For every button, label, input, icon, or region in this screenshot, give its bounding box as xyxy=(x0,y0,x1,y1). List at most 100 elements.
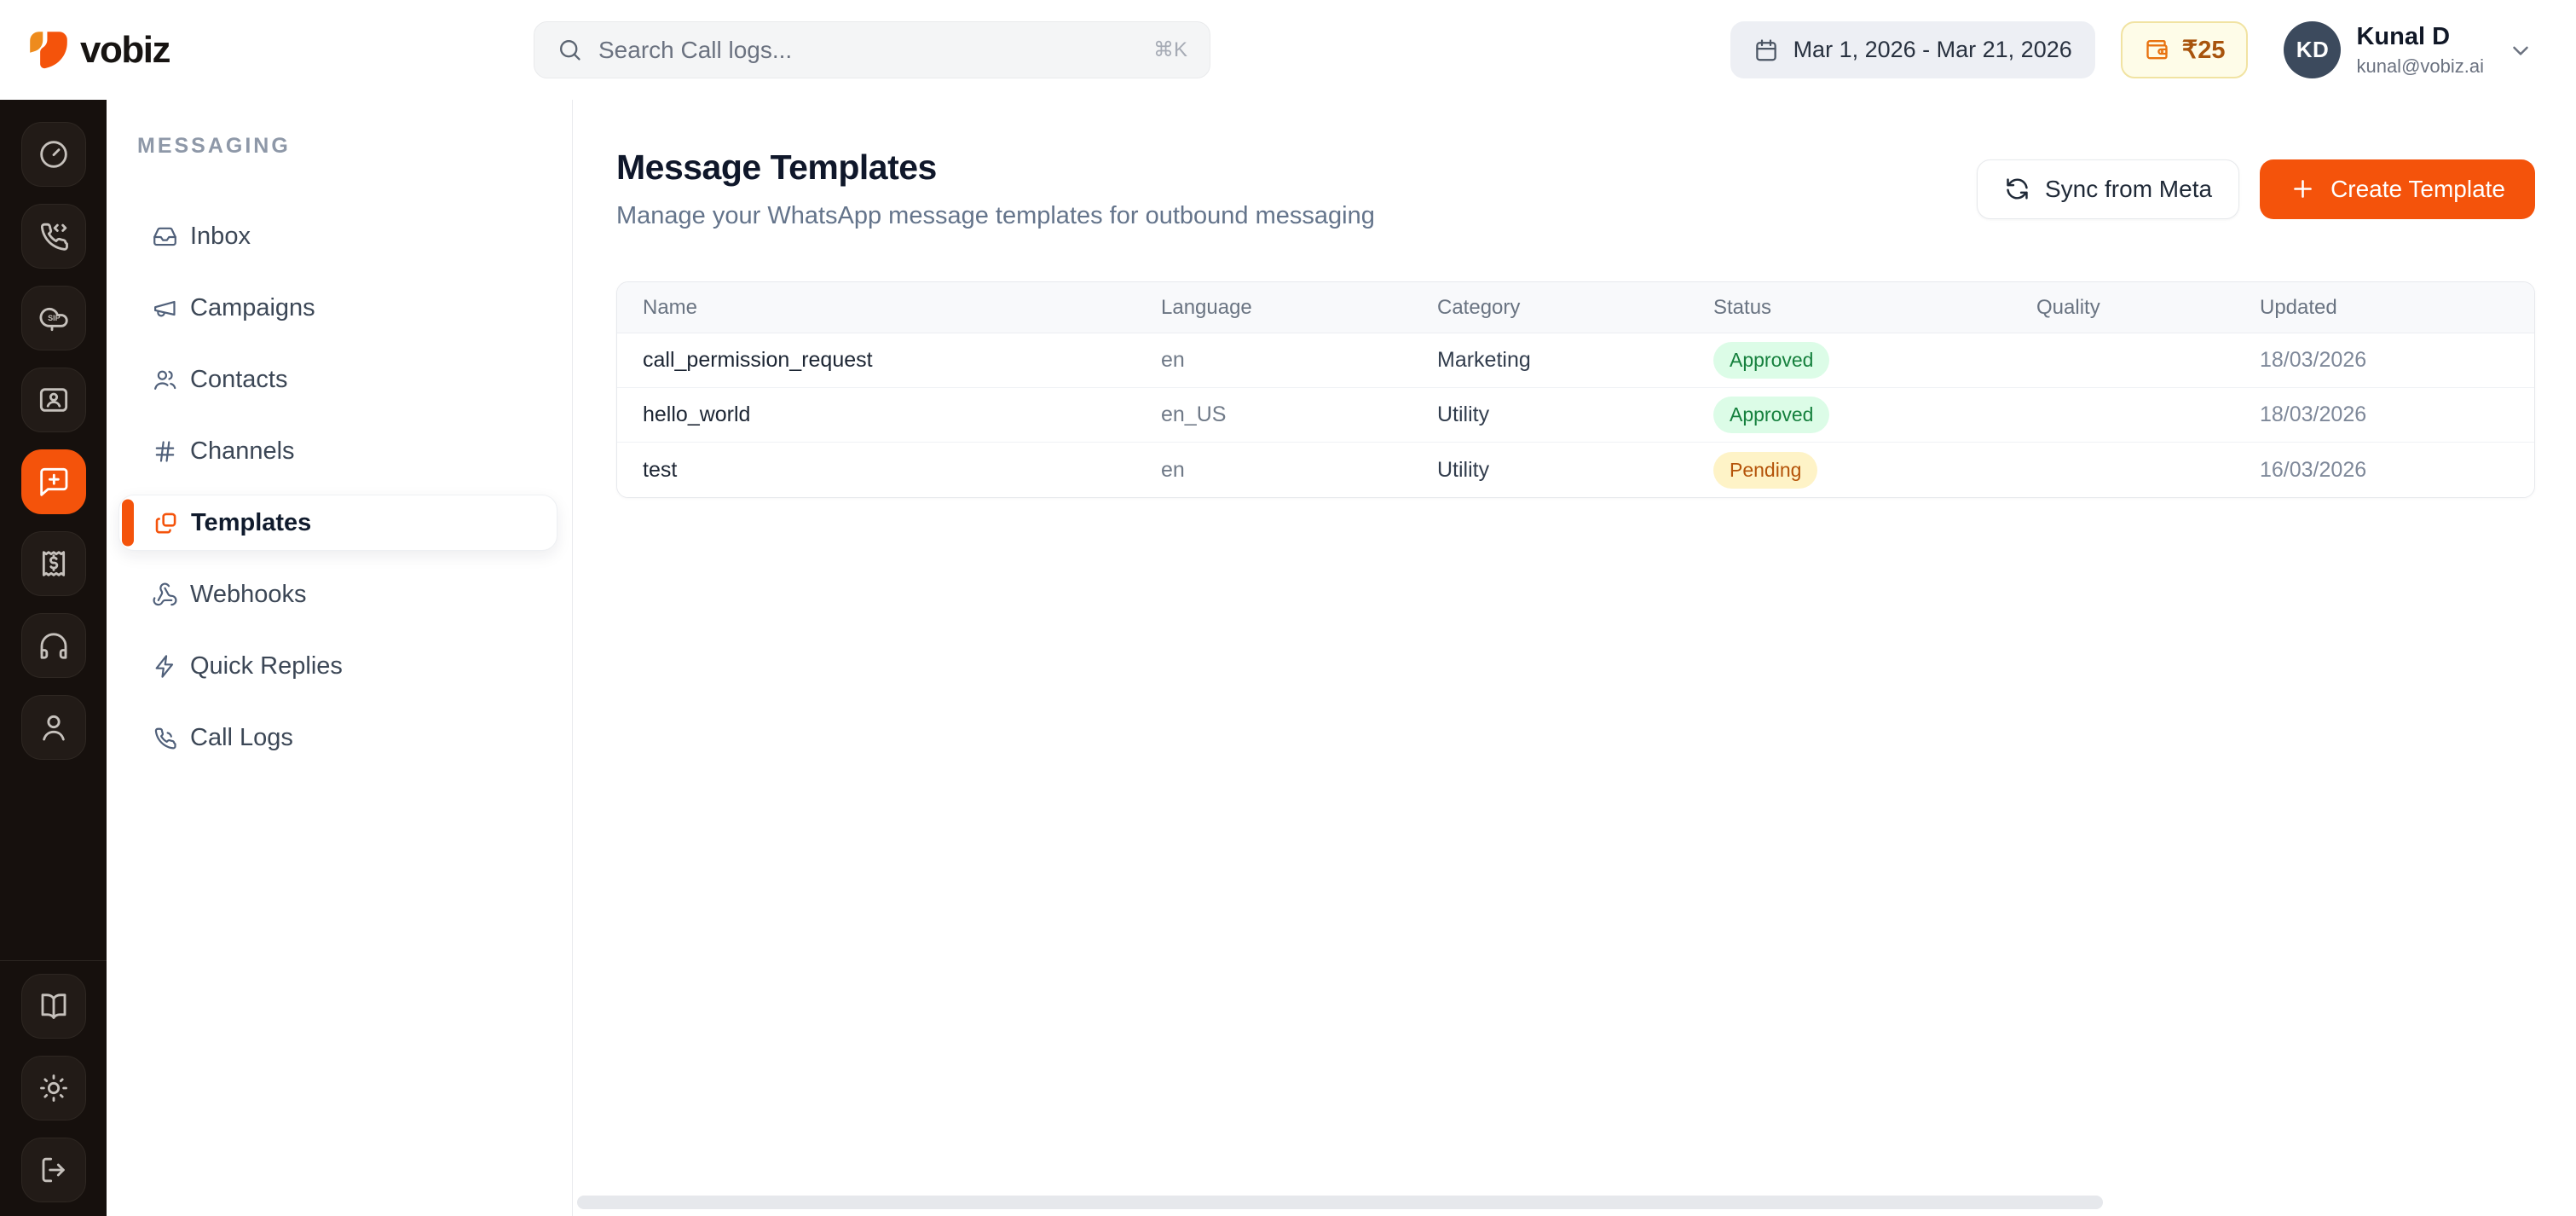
cell-status: Pending xyxy=(1688,451,2011,489)
search-shortcut: ⌘K xyxy=(1152,38,1187,61)
sidebar-item-label: Templates xyxy=(191,508,312,536)
rail-item-billing[interactable] xyxy=(20,531,86,596)
sync-button-label: Sync from Meta xyxy=(2045,175,2213,202)
cell-updated: 18/03/2026 xyxy=(2260,402,2367,426)
sidebar-item-webhooks[interactable]: Webhooks xyxy=(118,566,557,622)
rail-item-docs[interactable] xyxy=(20,974,86,1039)
sidebar-item-call-logs[interactable]: Call Logs xyxy=(118,709,557,766)
logout-icon xyxy=(37,1153,71,1187)
megaphone-icon xyxy=(152,295,178,321)
rail-item-sip[interactable]: SIP xyxy=(20,286,86,350)
table-row-call_permission_request[interactable]: call_permission_request en Marketing Approv… xyxy=(617,333,2534,388)
cell-category: Marketing xyxy=(1437,348,1531,372)
sun-icon xyxy=(37,1071,71,1105)
sidebar-item-label: Campaigns xyxy=(190,293,315,321)
create-template-button[interactable]: Create Template xyxy=(2260,159,2535,219)
rail-item-contacts[interactable] xyxy=(20,368,86,432)
icon-rail: SIP xyxy=(0,100,107,1216)
column-header-name: Name xyxy=(643,295,698,319)
sidebar-item-quick-replies[interactable]: Quick Replies xyxy=(118,638,557,694)
active-indicator xyxy=(122,499,134,547)
rail-item-dashboard[interactable] xyxy=(20,122,86,187)
sidebar-item-channels[interactable]: Channels xyxy=(118,423,557,479)
sidebar-item-contacts[interactable]: Contacts xyxy=(118,351,557,408)
user-name: Kunal D xyxy=(2356,22,2451,50)
rail-item-messaging[interactable] xyxy=(20,449,86,514)
page-title: Message Templates xyxy=(616,148,937,187)
users-icon xyxy=(152,367,178,393)
cell-language: en xyxy=(1161,348,1185,372)
search-icon xyxy=(560,40,580,61)
rail-divider xyxy=(0,960,107,961)
horizontal-scrollbar[interactable] xyxy=(577,1196,2103,1209)
templates-table: Name Language Category Status Quality Updated… xyxy=(616,281,2535,498)
calendar-icon xyxy=(1755,38,1776,61)
sidebar-item-label: Call Logs xyxy=(190,723,293,751)
sidebar-section-label: MESSAGING xyxy=(137,134,291,158)
cell-status: Approved xyxy=(1688,397,2011,433)
headphones-icon xyxy=(37,628,71,663)
plus-icon xyxy=(2294,180,2312,198)
main-content: Message Templates Manage your WhatsApp m… xyxy=(573,100,2576,1216)
cell-name: test xyxy=(643,457,678,482)
rail-item-support[interactable] xyxy=(20,613,86,678)
rail-item-voice[interactable] xyxy=(20,204,86,269)
table-header-row: Name Language Category Status Quality Updated xyxy=(617,282,2534,333)
sidebar-item-label: Contacts xyxy=(190,365,288,393)
date-range-value: Mar 1, 2026 - Mar 21, 2026 xyxy=(1793,37,2072,62)
cell-category: Utility xyxy=(1437,402,1490,426)
column-header-category: Category xyxy=(1437,295,1521,319)
rail-item-theme[interactable] xyxy=(20,1056,86,1120)
date-range-picker[interactable]: Mar 1, 2026 - Mar 21, 2026 xyxy=(1730,21,2095,78)
status-badge: Approved xyxy=(1713,342,1830,379)
sidebar-item-templates[interactable]: Templates xyxy=(118,495,557,551)
sidebar-item-campaigns[interactable]: Campaigns xyxy=(118,280,557,336)
sidebar-item-label: Channels xyxy=(190,437,295,465)
cell-name: call_permission_request xyxy=(643,348,873,372)
svg-text:SIP: SIP xyxy=(48,314,61,322)
copy-icon xyxy=(153,510,179,536)
contact-card-icon xyxy=(37,383,71,417)
column-header-status: Status xyxy=(1713,295,1772,319)
wallet-icon xyxy=(2146,40,2168,60)
rail-item-account[interactable] xyxy=(20,695,86,760)
chevron-down-icon[interactable] xyxy=(2508,38,2533,63)
cell-language: en xyxy=(1161,457,1185,482)
search-bar[interactable]: ⌘K xyxy=(534,21,1210,78)
rail-item-logout[interactable] xyxy=(20,1138,86,1202)
brand-logo[interactable]: vobiz xyxy=(26,27,170,73)
sync-from-meta-button[interactable]: Sync from Meta xyxy=(1977,159,2240,219)
cell-language: en_US xyxy=(1161,402,1227,426)
cell-updated: 18/03/2026 xyxy=(2260,348,2367,372)
cell-status: Approved xyxy=(1688,342,2011,379)
cell-category: Utility xyxy=(1437,457,1490,482)
table-row-hello_world[interactable]: hello_world en_US Utility Approved 18/03/202… xyxy=(617,388,2534,443)
zap-icon xyxy=(152,653,178,680)
topbar: vobiz ⌘K Mar 1, 2026 - Mar 21, 2026 ₹25 … xyxy=(0,0,2576,100)
phone-icon xyxy=(152,725,178,751)
sidebar-item-label: Webhooks xyxy=(190,580,307,608)
inbox-icon xyxy=(152,223,178,250)
avatar: KD xyxy=(2284,21,2342,78)
search-input[interactable] xyxy=(598,36,1138,64)
brand-name: vobiz xyxy=(80,28,170,71)
user-menu[interactable]: KD Kunal D kunal@vobiz.ai xyxy=(2284,21,2533,78)
refresh-icon xyxy=(2007,178,2028,200)
create-button-label: Create Template xyxy=(2331,175,2505,202)
table-row-test[interactable]: test en Utility Pending 16/03/2026 xyxy=(617,443,2534,497)
vobiz-logo-icon xyxy=(30,31,67,68)
sidebar-item-label: Inbox xyxy=(190,222,251,250)
sidebar-item-inbox[interactable]: Inbox xyxy=(118,208,557,264)
gauge-icon xyxy=(37,137,71,171)
chat-plus-icon xyxy=(37,465,71,499)
wallet-balance[interactable]: ₹25 xyxy=(2120,21,2249,78)
balance-amount: ₹25 xyxy=(2181,37,2226,64)
page-subtitle: Manage your WhatsApp message templates f… xyxy=(616,202,1375,229)
sidebar-item-label: Quick Replies xyxy=(190,651,343,680)
user-email: kunal@vobiz.ai xyxy=(2356,55,2484,77)
status-badge: Pending xyxy=(1713,451,1818,489)
status-badge: Approved xyxy=(1713,397,1830,433)
book-icon xyxy=(37,989,71,1023)
user-icon xyxy=(37,710,71,744)
column-header-updated: Updated xyxy=(2260,295,2337,319)
